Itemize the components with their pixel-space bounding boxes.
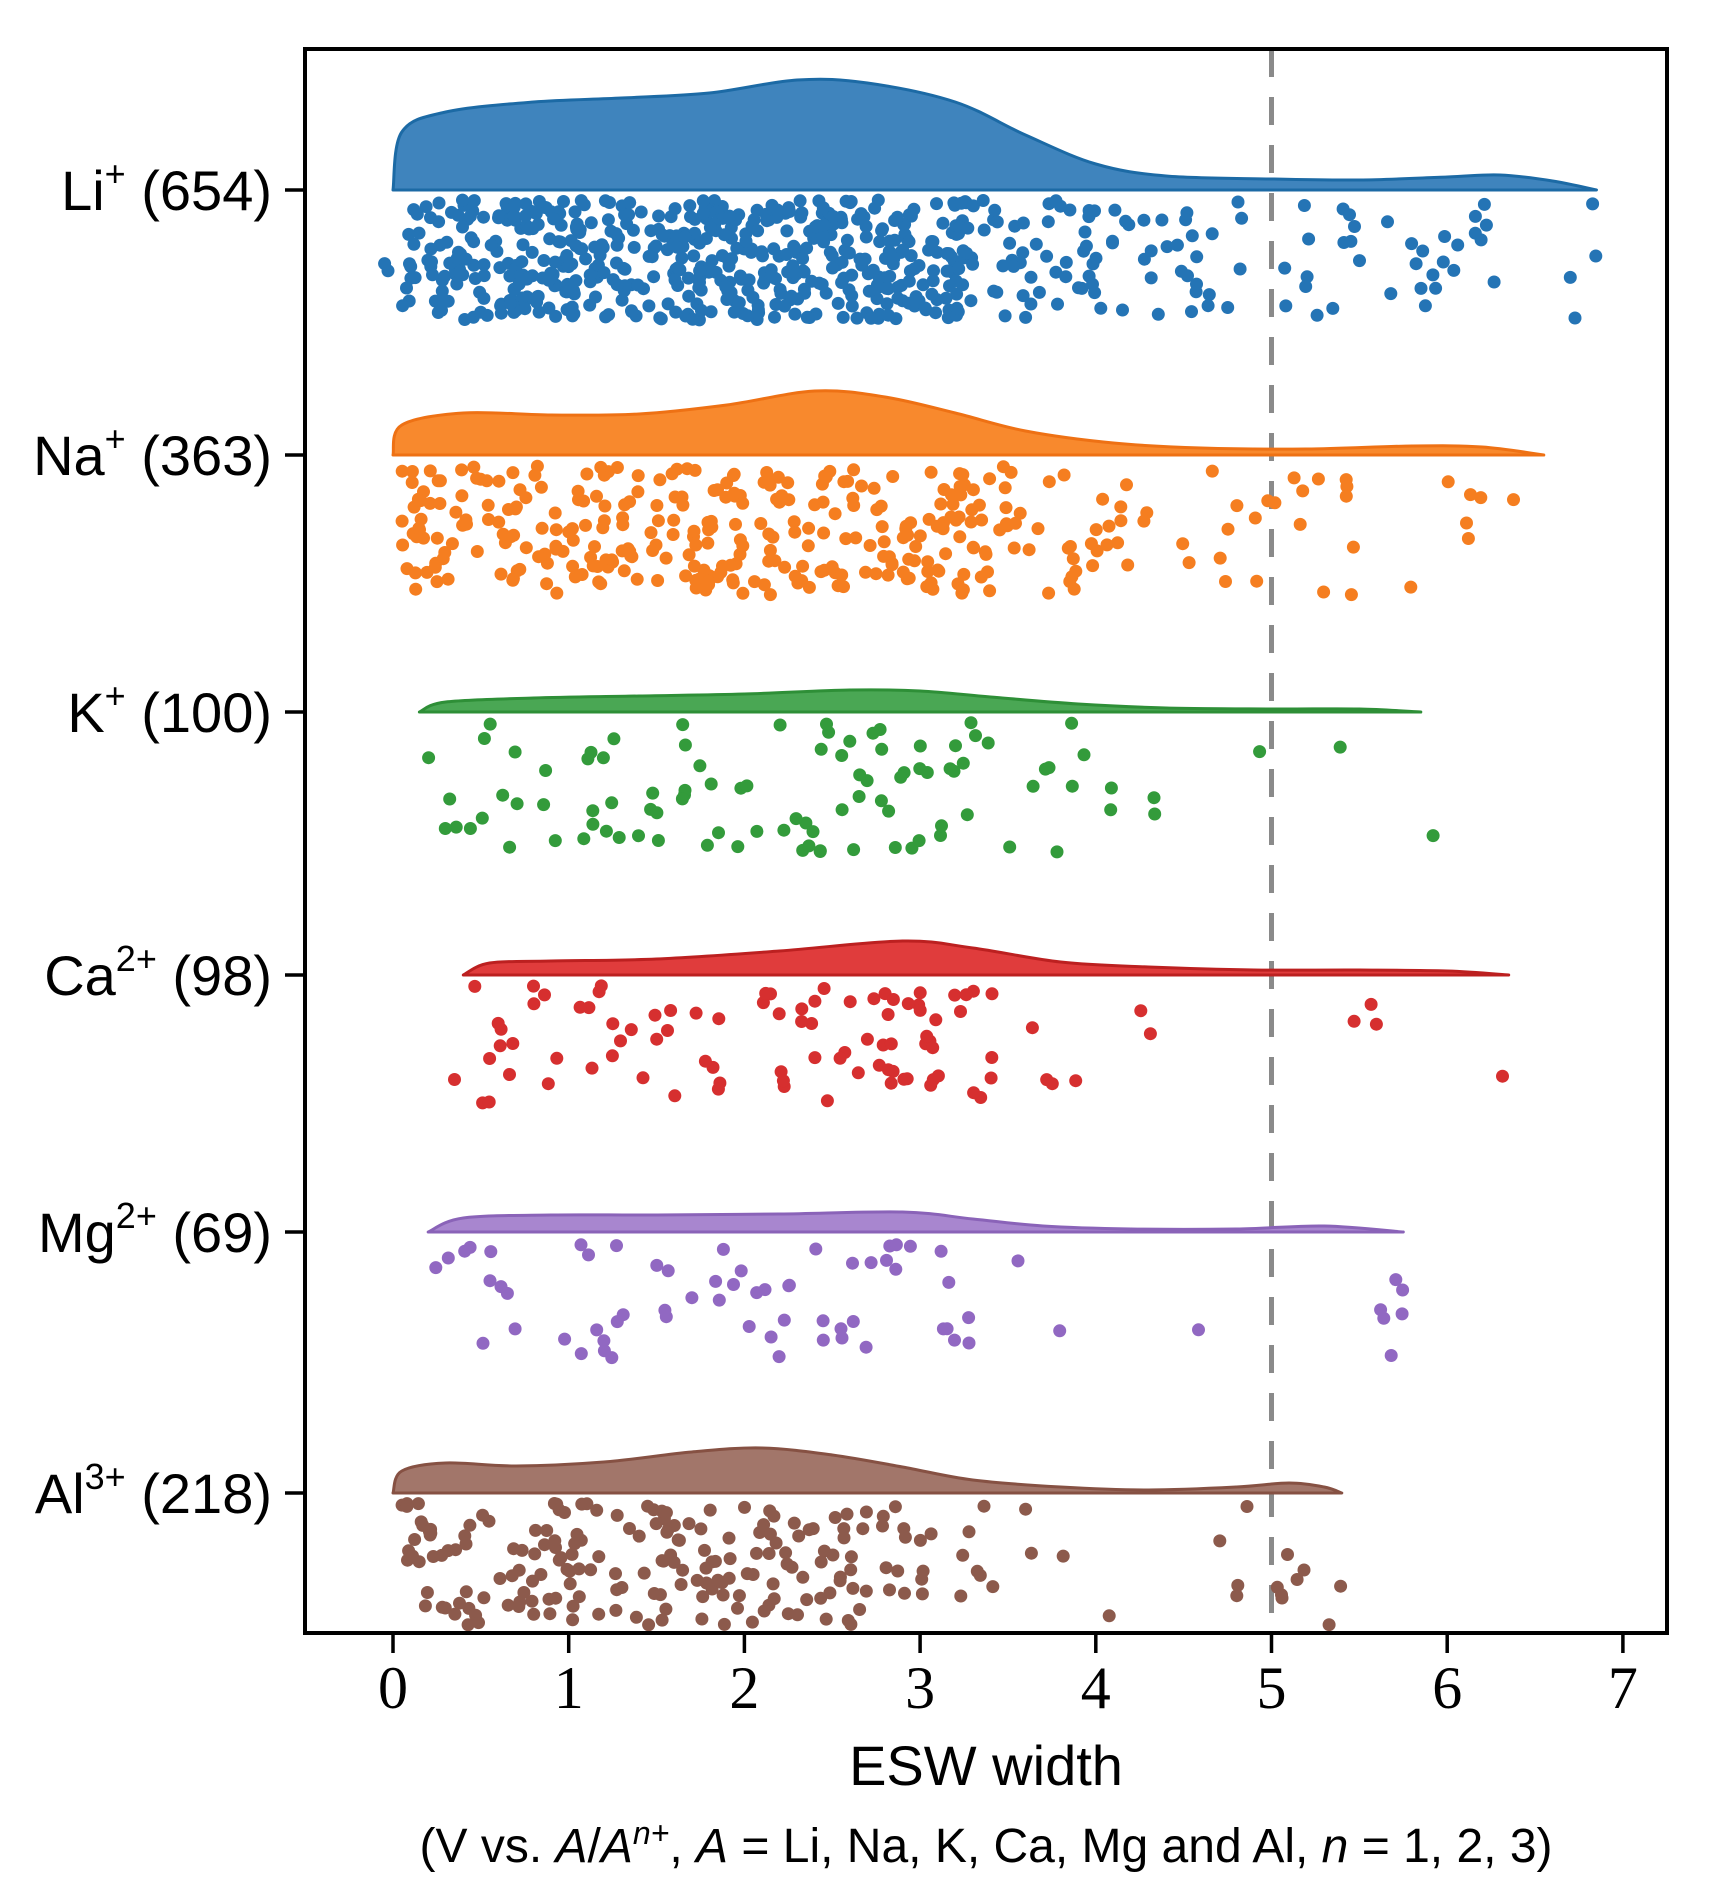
row-label-naplus: Na+ (363): [33, 418, 272, 487]
plot-frame: [303, 47, 1669, 1635]
density-curve: [461, 939, 1511, 977]
x-tick-label: 3: [905, 1655, 935, 1721]
x-tick-label: 7: [1608, 1655, 1638, 1721]
x-tick-label: 0: [378, 1655, 408, 1721]
x-tick-label: 5: [1257, 1655, 1287, 1721]
scatter-points: [395, 459, 1520, 602]
series-al3plus: [391, 1446, 1348, 1632]
x-tick-label: 1: [554, 1655, 584, 1721]
x-axis-subtitle: (V vs. A/An+, A = Li, Na, K, Ca, Mg and …: [419, 1815, 1552, 1873]
series-kplus: [417, 688, 1440, 859]
row-label-liplus: Li+ (654): [61, 153, 272, 222]
row-label-kplus: K+ (100): [67, 675, 272, 744]
x-tick-label: 6: [1432, 1655, 1462, 1721]
scatter-points: [448, 979, 1509, 1110]
scatter-points: [378, 193, 1603, 327]
row-label-al3plus: Al3+ (218): [35, 1456, 272, 1525]
series-ca2plus: [448, 939, 1511, 1110]
density-curve: [417, 688, 1423, 714]
scatter-points: [429, 1238, 1410, 1365]
x-tick-label: 2: [729, 1655, 759, 1721]
row-label-ca2plus: Ca2+ (98): [44, 938, 272, 1007]
density-curve: [426, 1210, 1405, 1234]
row-label-mg2plus: Mg2+ (69): [38, 1195, 272, 1264]
series-mg2plus: [426, 1210, 1410, 1365]
series-naplus: [391, 389, 1546, 602]
density-curve: [391, 1446, 1344, 1495]
density-curve: [391, 77, 1598, 192]
x-tick-label: 4: [1081, 1655, 1111, 1721]
density-curve: [391, 389, 1546, 457]
series-liplus: [378, 77, 1603, 327]
scatter-points: [422, 716, 1440, 859]
x-axis-title: ESW width: [849, 1734, 1123, 1797]
scatter-points: [395, 1497, 1348, 1632]
